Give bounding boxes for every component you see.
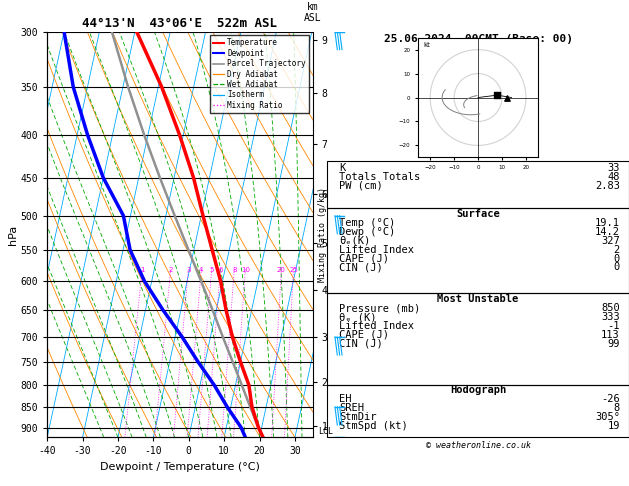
Text: 0: 0 <box>614 254 620 263</box>
Text: K: K <box>339 163 345 173</box>
Bar <box>327 208 629 294</box>
Text: StmDir: StmDir <box>339 412 377 422</box>
Text: 3: 3 <box>186 267 191 274</box>
Text: LCL: LCL <box>318 427 333 436</box>
Text: EH: EH <box>339 394 352 404</box>
Text: 0: 0 <box>614 262 620 273</box>
Text: Lifted Index: Lifted Index <box>339 244 414 255</box>
Text: 8: 8 <box>232 267 237 274</box>
Text: Most Unstable: Most Unstable <box>437 294 519 304</box>
Text: Pressure (mb): Pressure (mb) <box>339 303 420 313</box>
Text: 33: 33 <box>608 163 620 173</box>
Text: Totals Totals: Totals Totals <box>339 172 420 182</box>
Text: -26: -26 <box>601 394 620 404</box>
Bar <box>327 384 629 437</box>
Text: 19.1: 19.1 <box>595 218 620 228</box>
Text: 48: 48 <box>608 172 620 182</box>
Text: 333: 333 <box>601 312 620 322</box>
Text: 2: 2 <box>169 267 173 274</box>
Text: Temp (°C): Temp (°C) <box>339 218 396 228</box>
Text: 305°: 305° <box>595 412 620 422</box>
Text: 14.2: 14.2 <box>595 227 620 237</box>
Text: 2: 2 <box>614 244 620 255</box>
Text: Dewp (°C): Dewp (°C) <box>339 227 396 237</box>
Bar <box>327 294 629 384</box>
Text: CAPE (J): CAPE (J) <box>339 254 389 263</box>
Legend: Temperature, Dewpoint, Parcel Trajectory, Dry Adiabat, Wet Adiabat, Isotherm, Mi: Temperature, Dewpoint, Parcel Trajectory… <box>209 35 309 113</box>
Text: 8: 8 <box>614 403 620 413</box>
Text: 850: 850 <box>601 303 620 313</box>
Text: 1: 1 <box>140 267 145 274</box>
Text: CIN (J): CIN (J) <box>339 339 383 349</box>
Text: 19: 19 <box>608 421 620 431</box>
Text: 10: 10 <box>241 267 250 274</box>
Text: 99: 99 <box>608 339 620 349</box>
Text: Hodograph: Hodograph <box>450 385 506 396</box>
Y-axis label: hPa: hPa <box>8 225 18 244</box>
Text: 5: 5 <box>209 267 214 274</box>
Text: SREH: SREH <box>339 403 364 413</box>
Text: θₑ (K): θₑ (K) <box>339 312 377 322</box>
Text: 25.06.2024  00GMT (Base: 00): 25.06.2024 00GMT (Base: 00) <box>384 34 572 44</box>
Text: Surface: Surface <box>456 209 500 219</box>
Text: 113: 113 <box>601 330 620 340</box>
Text: Mixing Ratio (g/kg): Mixing Ratio (g/kg) <box>318 187 328 282</box>
Text: 327: 327 <box>601 236 620 246</box>
Text: θₑ(K): θₑ(K) <box>339 236 370 246</box>
Title: 44°13'N  43°06'E  522m ASL: 44°13'N 43°06'E 522m ASL <box>82 17 277 31</box>
Text: 20: 20 <box>277 267 286 274</box>
Text: km
ASL: km ASL <box>304 2 321 23</box>
Text: StmSpd (kt): StmSpd (kt) <box>339 421 408 431</box>
Text: CAPE (J): CAPE (J) <box>339 330 389 340</box>
Text: 25: 25 <box>289 267 298 274</box>
Text: -1: -1 <box>608 321 620 331</box>
Bar <box>327 161 629 208</box>
Text: © weatheronline.co.uk: © weatheronline.co.uk <box>426 441 530 451</box>
X-axis label: Dewpoint / Temperature (°C): Dewpoint / Temperature (°C) <box>100 462 260 472</box>
Text: Lifted Index: Lifted Index <box>339 321 414 331</box>
Text: CIN (J): CIN (J) <box>339 262 383 273</box>
Text: 6: 6 <box>218 267 223 274</box>
Text: PW (cm): PW (cm) <box>339 181 383 191</box>
Text: 2.83: 2.83 <box>595 181 620 191</box>
Text: 4: 4 <box>199 267 204 274</box>
